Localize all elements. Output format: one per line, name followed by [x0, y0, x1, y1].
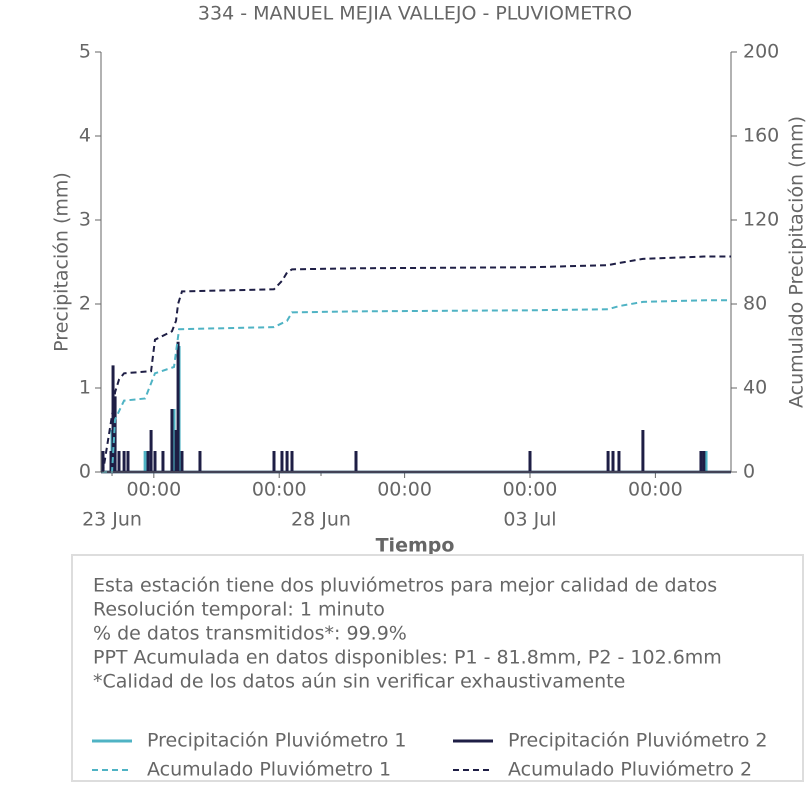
y2-tick-label: 80	[743, 293, 767, 315]
info-note: Esta estación tiene dos pluviómetros par…	[93, 575, 717, 597]
x-date-label: 23 Jun	[82, 509, 142, 531]
x-date-label: 03 Jul	[503, 509, 556, 531]
y-tick-label: 4	[79, 125, 91, 147]
x-tick-label: 00:00	[126, 479, 181, 501]
y-tick-label: 3	[79, 209, 91, 231]
y-axis-label: Precipitación (mm)	[51, 172, 73, 352]
accum-line	[100, 255, 731, 473]
info-box	[71, 554, 804, 782]
legend-label: Precipitación Pluviómetro 2	[508, 730, 768, 752]
x-date-label: 28 Jun	[291, 509, 351, 531]
y2-tick-label: 120	[743, 209, 779, 231]
y2-tick-label: 0	[743, 461, 755, 483]
chart-title: 334 - MANUEL MEJIA VALLEJO - PLUVIOMETRO	[198, 3, 632, 25]
legend-label: Acumulado Pluviómetro 2	[508, 759, 752, 781]
x-tick-label: 00:00	[377, 479, 432, 501]
y-tick-label: 0	[79, 461, 91, 483]
info-note: PPT Acumulada en datos disponibles: P1 -…	[93, 647, 722, 669]
y-tick-label: 1	[79, 377, 91, 399]
x-tick-label: 00:00	[252, 479, 307, 501]
info-note: *Calidad de los datos aún sin verificar …	[93, 671, 625, 693]
x-tick-label: 00:00	[503, 479, 558, 501]
y-tick-label: 5	[79, 41, 91, 63]
y-tick-label: 2	[79, 293, 91, 315]
y2-axis-label: Acumulado Precipitación (mm)	[786, 116, 806, 408]
accum-line	[101, 299, 731, 473]
y2-tick-label: 200	[743, 41, 779, 63]
x-tick-label: 00:00	[628, 479, 683, 501]
y2-tick-label: 40	[743, 377, 767, 399]
legend-label: Precipitación Pluviómetro 1	[147, 730, 407, 752]
info-note: % de datos transmitidos*: 99.9%	[93, 623, 407, 645]
y2-tick-label: 160	[743, 125, 779, 147]
info-note: Resolución temporal: 1 minuto	[93, 599, 385, 621]
legend-label: Acumulado Pluviómetro 1	[147, 759, 391, 781]
x-axis-label: Tiempo	[376, 535, 455, 557]
